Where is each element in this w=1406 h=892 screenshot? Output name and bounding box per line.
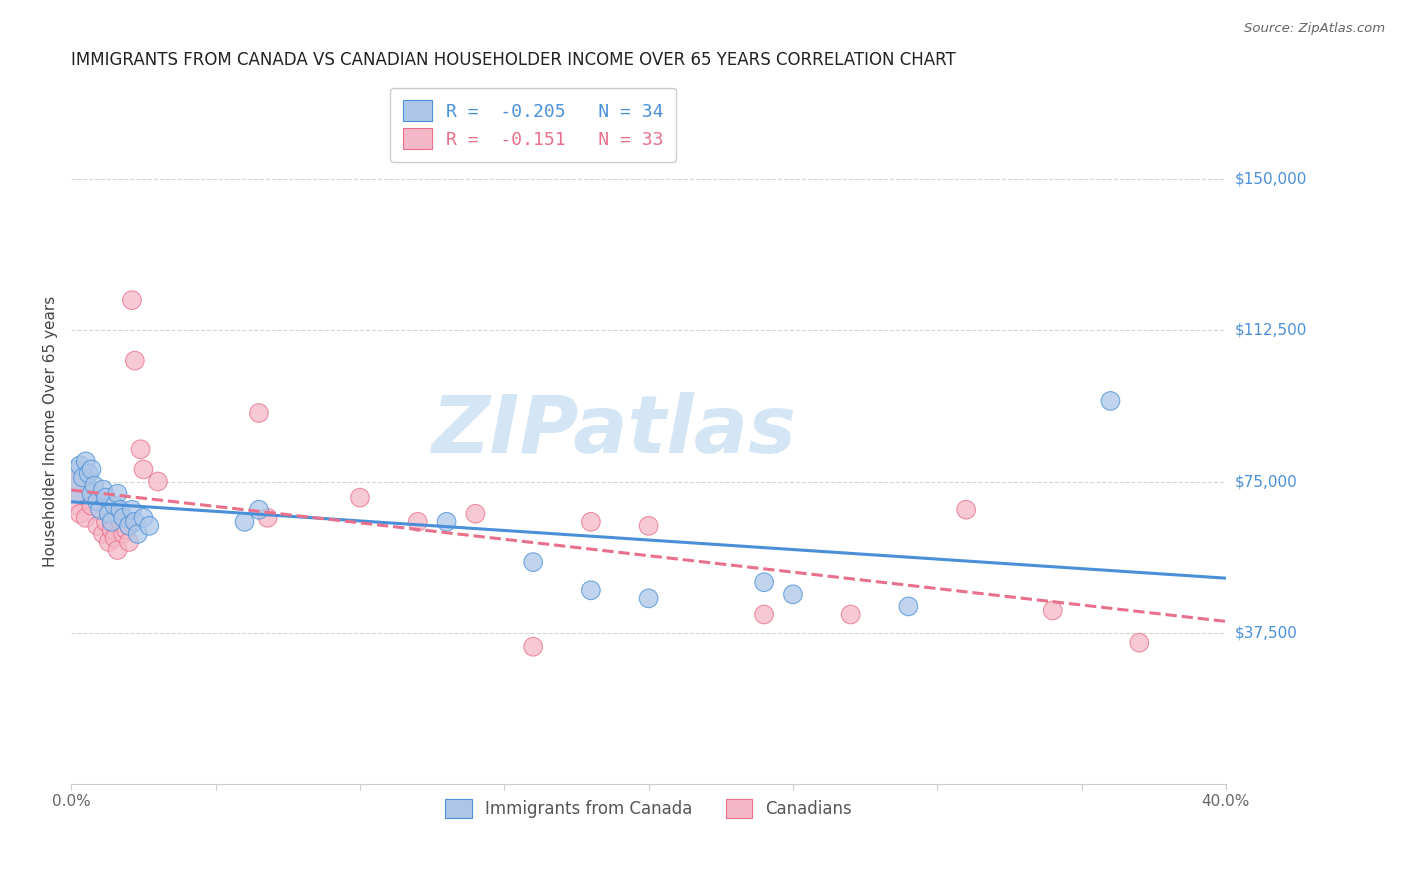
Point [127, 527, 149, 541]
Point [86, 519, 108, 533]
Point [579, 583, 602, 598]
Point [349, 491, 371, 505]
Point [91, 527, 114, 541]
Point [464, 507, 486, 521]
Point [72, 470, 94, 484]
Point [107, 543, 129, 558]
Point [121, 502, 143, 516]
Point [89, 502, 111, 516]
Point [100, 523, 122, 537]
Point [129, 442, 152, 457]
Point [80, 462, 103, 476]
Point [124, 515, 146, 529]
Point [118, 535, 141, 549]
Point [94, 491, 117, 505]
Text: ZIPatlas: ZIPatlas [432, 392, 796, 470]
Point [233, 515, 256, 529]
Point [256, 510, 278, 524]
Point [522, 555, 544, 569]
Text: $37,500: $37,500 [1234, 625, 1298, 640]
Point [1042, 603, 1064, 617]
Point [146, 475, 169, 489]
Point [637, 519, 659, 533]
Legend: Immigrants from Canada, Canadians: Immigrants from Canada, Canadians [439, 792, 859, 825]
Point [436, 515, 458, 529]
Point [132, 510, 155, 524]
Point [91, 483, 114, 497]
Point [752, 607, 775, 622]
Point [1128, 636, 1150, 650]
Point [104, 531, 127, 545]
Point [100, 515, 122, 529]
Point [138, 519, 160, 533]
Point [637, 591, 659, 606]
Text: Source: ZipAtlas.com: Source: ZipAtlas.com [1244, 22, 1385, 36]
Point [110, 502, 132, 516]
Point [752, 575, 775, 590]
Point [522, 640, 544, 654]
Point [94, 515, 117, 529]
Point [579, 515, 602, 529]
Point [115, 523, 138, 537]
Text: $112,500: $112,500 [1234, 323, 1306, 338]
Point [118, 519, 141, 533]
Point [406, 515, 429, 529]
Point [80, 486, 103, 500]
Point [247, 502, 270, 516]
Point [63, 486, 86, 500]
Text: IMMIGRANTS FROM CANADA VS CANADIAN HOUSEHOLDER INCOME OVER 65 YEARS CORRELATION : IMMIGRANTS FROM CANADA VS CANADIAN HOUSE… [72, 51, 956, 69]
Point [77, 467, 100, 481]
Point [75, 454, 97, 468]
Point [104, 499, 127, 513]
Point [1099, 393, 1122, 408]
Point [97, 535, 120, 549]
Point [80, 499, 103, 513]
Point [110, 515, 132, 529]
Y-axis label: Householder Income Over 65 years: Householder Income Over 65 years [44, 295, 58, 566]
Point [897, 599, 920, 614]
Point [107, 486, 129, 500]
Point [69, 507, 91, 521]
Point [839, 607, 862, 622]
Point [124, 353, 146, 368]
Point [112, 510, 135, 524]
Point [63, 475, 86, 489]
Point [112, 527, 135, 541]
Point [955, 502, 977, 516]
Point [86, 494, 108, 508]
Point [121, 293, 143, 308]
Point [782, 587, 804, 601]
Point [83, 478, 105, 492]
Point [75, 510, 97, 524]
Point [247, 406, 270, 420]
Text: $75,000: $75,000 [1234, 474, 1296, 489]
Point [69, 458, 91, 473]
Point [132, 462, 155, 476]
Point [97, 507, 120, 521]
Text: $150,000: $150,000 [1234, 172, 1306, 186]
